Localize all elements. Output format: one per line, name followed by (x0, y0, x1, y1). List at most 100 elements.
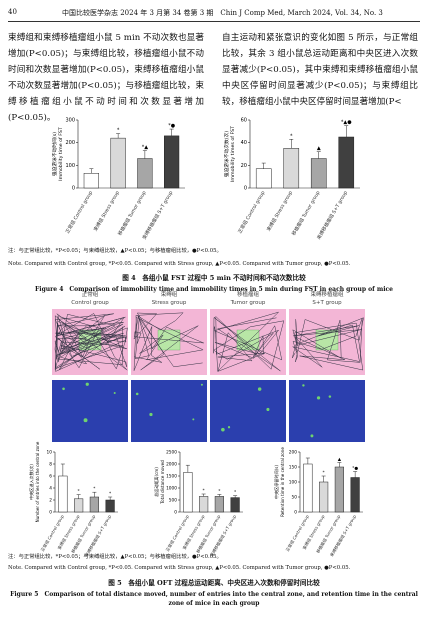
group-label: 正常组 (82, 290, 99, 298)
y-tick-label: 200 (65, 140, 75, 146)
x-tick-label: 束缚组 Stress group (265, 190, 294, 233)
significance-marker: * (218, 488, 221, 494)
group-label: Tumor group (230, 300, 266, 306)
figure-caption: Figure 4 Comparison of immobility time a… (35, 286, 393, 293)
y-tick-label: 1500 (166, 474, 177, 480)
y-tick-label: 200 (289, 450, 297, 456)
heat-spot (316, 396, 321, 400)
bar (350, 477, 360, 513)
figure-caption: Figure 5 Comparison of total distance mo… (10, 591, 418, 607)
significance-marker: * (117, 128, 120, 134)
header-rule (8, 21, 420, 22)
heat-spot (83, 418, 88, 423)
x-tick-label: 束缚移植瘤组 S+T group (315, 190, 349, 241)
center-zone (236, 329, 260, 351)
y-axis-label: 总运动距离(cm) (153, 467, 159, 497)
heat-spot (257, 387, 262, 391)
figure-note: 注：与正常组比较，*P<0.05；与束缚组比较，▲P<0.05；与移植瘤组比较，… (8, 248, 222, 254)
journal-header: 中国比较医学杂志 2024 年 3 月第 34 卷第 3 期 Chin J Co… (62, 9, 383, 17)
figure-note: Note. Compared with Control group, *P<0.… (8, 565, 351, 571)
y-tick-label: 2 (49, 498, 52, 504)
track-path (292, 317, 364, 371)
y-tick-label: 0 (174, 510, 177, 516)
heat-spot (302, 384, 305, 387)
y-axis-label: Immobility times of FST (230, 126, 236, 182)
heat-spot (328, 395, 332, 398)
track-path (213, 311, 285, 372)
group-label: 束缚组 (161, 290, 178, 298)
significance-marker: * (203, 488, 206, 494)
y-axis-label: 强迫游泳不动次数(次) (223, 131, 230, 178)
heat-spot (62, 387, 65, 391)
y-tick-label: 40 (241, 140, 247, 146)
significance-marker: *● (352, 466, 358, 472)
bar (338, 136, 355, 189)
y-axis-label: 中央区停留时间(s) (273, 465, 279, 499)
significance-marker: ▲ (317, 146, 321, 152)
figure-note: 注：与正常组比较，*P<0.05；与束缚组比较，▲P<0.05；与移植瘤组比较，… (8, 554, 222, 560)
y-tick-label: 8 (49, 462, 52, 468)
track-path (133, 312, 204, 371)
y-tick-label: 2500 (166, 450, 177, 456)
heat-spot (135, 392, 139, 396)
bar (214, 496, 224, 513)
heat-spot (85, 382, 89, 386)
heatmap (131, 380, 207, 442)
y-axis-label: Total distance moved (160, 460, 165, 505)
heat-spot (200, 383, 203, 386)
page-number: 40 (8, 8, 17, 16)
bar (164, 135, 180, 189)
bar (183, 472, 193, 513)
bar (334, 466, 344, 513)
heatmap (52, 380, 128, 442)
y-tick-label: 6 (49, 474, 52, 480)
y-tick-label: 4 (49, 486, 52, 492)
track-path (54, 313, 128, 372)
significance-marker: * (109, 491, 112, 497)
y-axis-label: Retention time in the central zone (280, 447, 285, 517)
y-tick-label: 100 (65, 163, 75, 169)
significance-marker: *● (168, 123, 176, 129)
bar (283, 148, 300, 189)
heat-spot (266, 407, 270, 411)
significance-marker: * (234, 490, 237, 496)
group-label: Control group (71, 300, 109, 306)
y-tick-label: 300 (65, 118, 75, 124)
bar (137, 158, 153, 189)
heat-spot (149, 412, 153, 417)
figure-caption: 图 5 各组小鼠 OFT 过程总运动距离、中央区进入次数和停留时间比较 (108, 579, 320, 587)
significance-marker: ▲ (338, 458, 342, 463)
significance-marker: * (323, 470, 326, 476)
bar (110, 137, 126, 189)
y-tick-label: 20 (241, 163, 247, 169)
significance-marker: *▲● (341, 120, 352, 126)
bar (74, 498, 84, 513)
x-tick-label: 束缚组 Stress group (92, 190, 121, 233)
y-tick-label: 0 (72, 186, 75, 192)
y-tick-label: 500 (169, 498, 177, 504)
x-tick-label: 束缚移植瘤组 S+T group (141, 190, 175, 241)
y-tick-label: 0 (294, 510, 297, 516)
heatmap (210, 380, 286, 442)
bar (105, 499, 115, 513)
y-axis-label: Number of entries into the central zone (35, 441, 40, 522)
bar (58, 475, 68, 513)
significance-marker: * (93, 486, 96, 492)
y-tick-label: 50 (292, 495, 298, 501)
right-column: 自主运动和紧张意识的变化如图 5 所示，与正常组比较，其余 3 组小鼠总运动距离… (222, 33, 418, 107)
heat-spot (192, 418, 195, 421)
y-tick-label: 0 (244, 186, 247, 192)
y-tick-label: 1000 (166, 486, 177, 492)
bar (319, 481, 329, 513)
heat-spot (227, 426, 231, 429)
y-axis-label: 强迫游泳不动时间(s) (51, 132, 58, 176)
significance-marker: * (290, 133, 293, 139)
heat-spot (113, 392, 116, 395)
group-label: 束缚移植瘤组 (310, 290, 344, 298)
bar (89, 496, 99, 513)
y-tick-label: 0 (49, 510, 52, 516)
significance-marker: * (78, 489, 81, 495)
y-tick-label: 150 (289, 465, 297, 471)
